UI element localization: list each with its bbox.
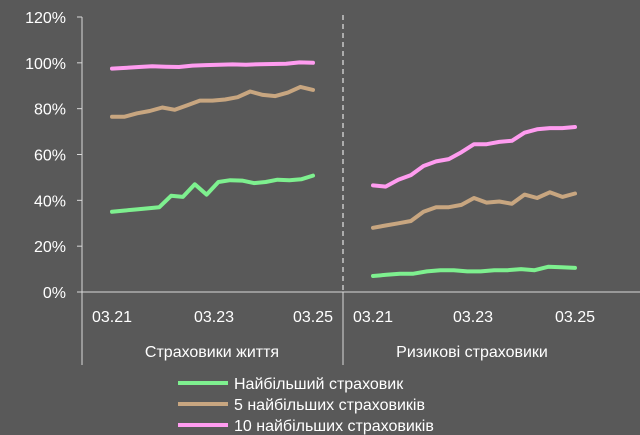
x-tick-label: 03.21 bbox=[353, 309, 393, 326]
legend-item: Найбільший страховик bbox=[178, 376, 404, 393]
y-tick-label: 40% bbox=[34, 193, 66, 210]
x-tick-label: 03.25 bbox=[293, 309, 333, 326]
y-tick-label: 120% bbox=[25, 10, 66, 27]
x-axis bbox=[81, 15, 640, 365]
series-line bbox=[371, 264, 577, 278]
series-line bbox=[110, 173, 315, 214]
legend: Найбільший страховик 5 найбільших страхов… bbox=[178, 376, 434, 435]
x-tick-label: 03.21 bbox=[92, 309, 132, 326]
panel-2: 03.21 03.23 03.25 Ризикові страховики bbox=[353, 125, 595, 361]
series-line bbox=[371, 190, 577, 230]
y-axis: 0% 20% 40% 60% 80% 100% 120% bbox=[25, 10, 83, 302]
y-tick-label: 100% bbox=[25, 56, 66, 73]
y-tick-label: 80% bbox=[34, 102, 66, 119]
y-tick-label: 20% bbox=[34, 239, 66, 256]
legend-item: 10 найбільших страховиків bbox=[178, 418, 434, 435]
x-tick-label: 03.25 bbox=[555, 309, 595, 326]
y-tick-label: 60% bbox=[34, 148, 66, 165]
y-tick-label: 0% bbox=[43, 285, 66, 302]
series-line bbox=[110, 60, 315, 71]
x-tick-label: 03.23 bbox=[453, 309, 493, 326]
panel-1: 03.21 03.23 03.25 Страховики життя bbox=[92, 60, 333, 361]
series-line bbox=[371, 125, 577, 189]
group-label: Страховики життя bbox=[145, 344, 279, 361]
legend-label: 5 найбільших страховиків bbox=[234, 397, 425, 414]
legend-item: 5 найбільших страховиків bbox=[178, 397, 425, 414]
legend-label: Найбільший страховик bbox=[234, 376, 404, 393]
group-label: Ризикові страховики bbox=[396, 344, 548, 361]
legend-label: 10 найбільших страховиків bbox=[234, 418, 434, 435]
series-line bbox=[110, 84, 315, 119]
x-tick-label: 03.23 bbox=[194, 309, 234, 326]
